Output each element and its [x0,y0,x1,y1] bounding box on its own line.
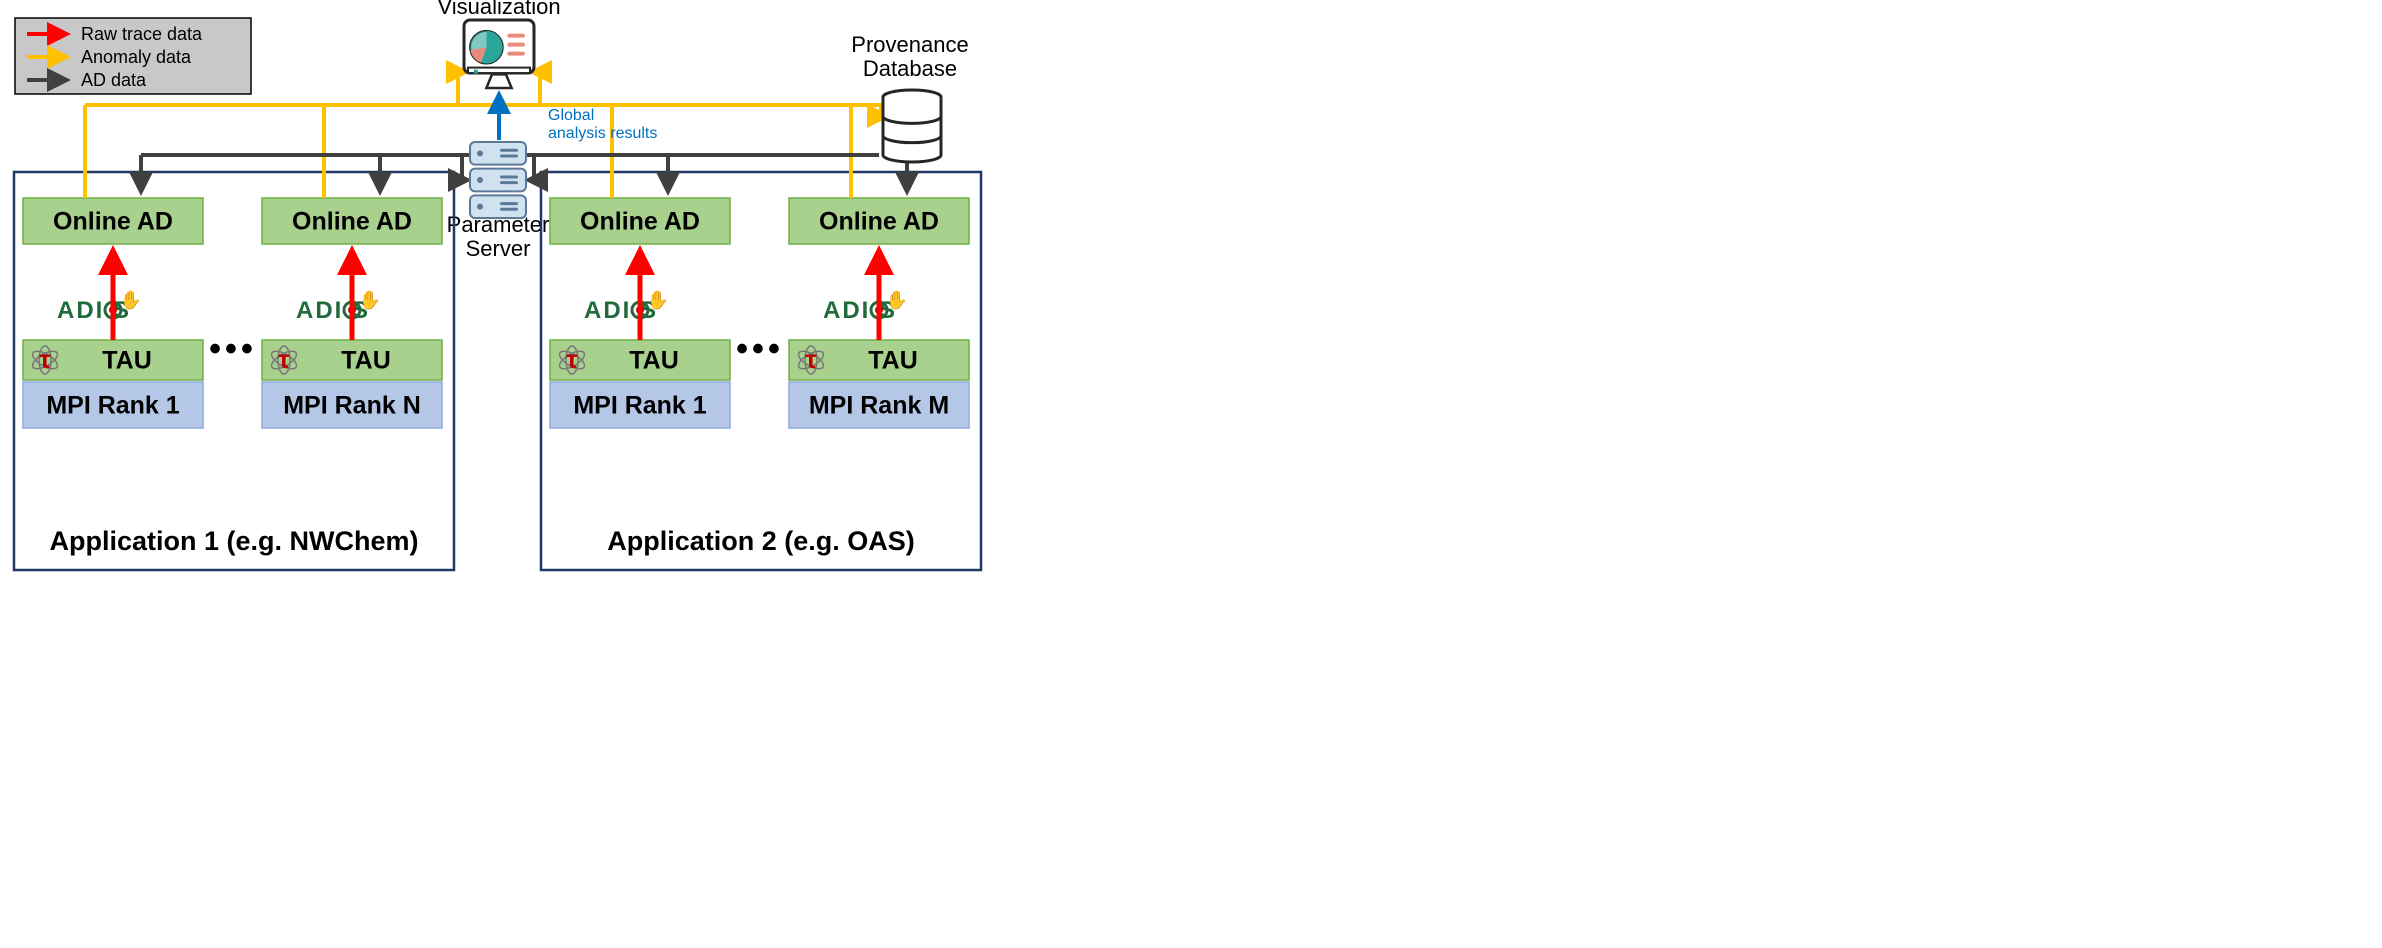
app1-rankN-online-ad-label: Online AD [292,208,412,236]
application-2-box-label: Application 2 (e.g. OAS) [607,526,915,556]
provenance-db-label-1: Provenance [851,32,968,57]
app1-ellipsis: ••• [209,330,257,368]
app1-rank1-online-ad-label: Online AD [53,208,173,236]
svg-text:τ: τ [278,344,290,374]
global-results-label-1: Global [548,107,594,124]
app1-rank1-tau-label: TAU [102,347,152,375]
provenance-db-icon [883,90,941,162]
app2-rank1-mpi-label: MPI Rank 1 [573,392,706,420]
legend-anomaly-label: Anomaly data [81,47,192,67]
global-results-label-2: analysis results [548,125,657,142]
svg-text:✋: ✋ [359,289,381,310]
parameter-server-label-2: Server [466,236,531,261]
svg-text:τ: τ [39,344,51,374]
svg-text:✋: ✋ [120,289,142,310]
dark-to-server-right [528,155,668,180]
svg-text:τ: τ [805,344,817,374]
svg-text:✋: ✋ [647,289,669,310]
visualization-icon [464,20,534,88]
app2-rank1-online-ad-label: Online AD [580,208,700,236]
svg-text:✋: ✋ [886,289,908,310]
parameter-server-icon [470,142,526,218]
app1-rankN-mpi-label: MPI Rank N [283,392,421,420]
app1-rankN-tau-label: TAU [341,347,391,375]
app1-rank1-mpi-label: MPI Rank 1 [46,392,179,420]
app2-ellipsis: ••• [736,330,784,368]
app2-rankM-tau-label: TAU [868,347,918,375]
app2-rankM-online-ad-label: Online AD [819,208,939,236]
visualization-label: Visualization [437,0,560,19]
app2-rank1-tau-label: TAU [629,347,679,375]
application-1-box-label: Application 1 (e.g. NWChem) [49,526,418,556]
app2-rankM-mpi-label: MPI Rank M [809,392,949,420]
svg-text:τ: τ [566,344,578,374]
orange-to-vis-right [532,72,877,105]
provenance-db-label-2: Database [863,56,957,81]
legend-raw-label: Raw trace data [81,24,203,44]
